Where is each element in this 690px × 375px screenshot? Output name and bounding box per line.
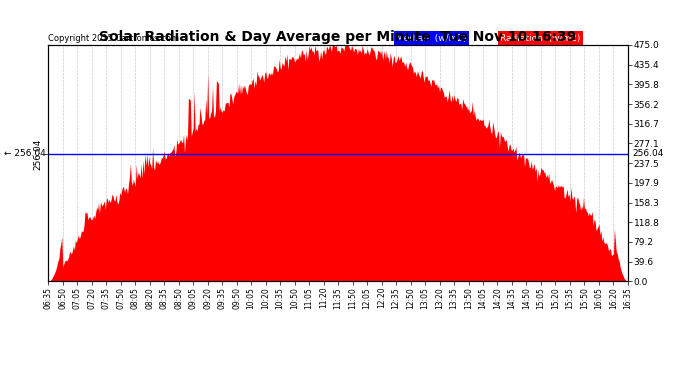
Text: Median  (w/m2): Median (w/m2) xyxy=(396,34,466,43)
Text: Copyright 2015 Cartronics.com: Copyright 2015 Cartronics.com xyxy=(48,34,179,43)
Title: Solar Radiation & Day Average per Minute  Tue Nov 10 16:39: Solar Radiation & Day Average per Minute… xyxy=(99,30,577,44)
Text: Radiation  (w/m2): Radiation (w/m2) xyxy=(500,34,581,43)
Text: 256.04: 256.04 xyxy=(632,149,664,158)
Text: ← 256.04: ← 256.04 xyxy=(3,149,46,158)
